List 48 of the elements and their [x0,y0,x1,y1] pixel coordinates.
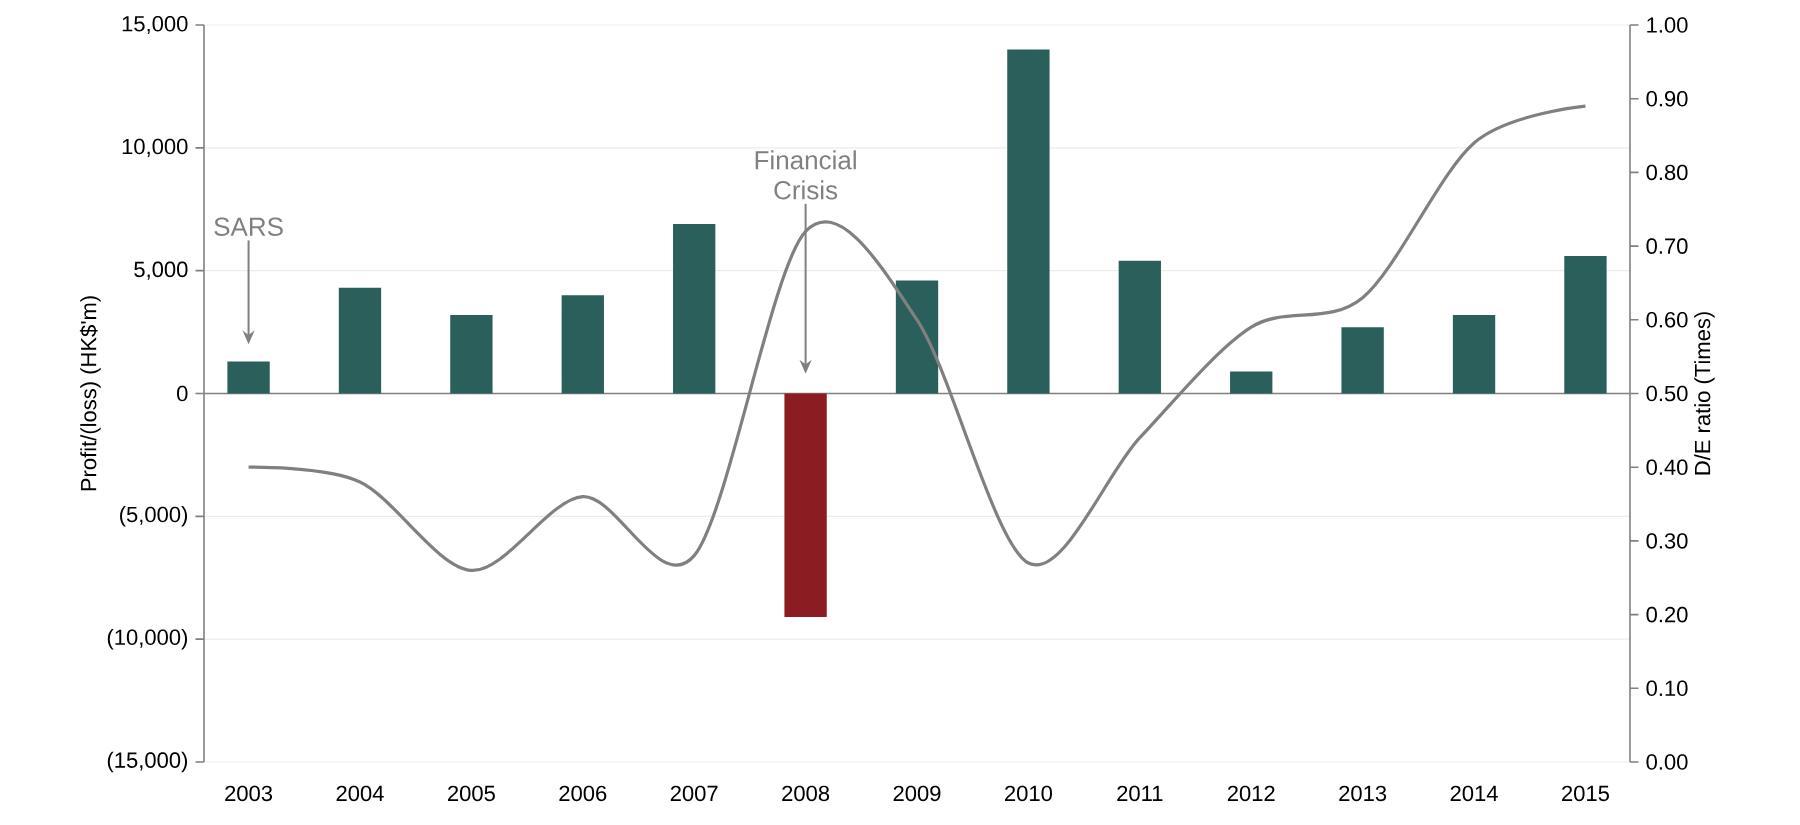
y-tick-label: 5,000 [134,261,188,280]
x-tick-label: 2003 [225,785,273,802]
x-tick-label: 2004 [336,785,384,802]
y-tick-label: 0 [177,385,188,402]
y-tick-label: (5,000) [120,506,188,527]
y2-tick-label: 0.50 [1646,385,1688,402]
x-tick-label: 2015 [1562,785,1609,802]
bar [227,361,270,394]
x-tick-label: 2005 [448,785,495,802]
bar [1230,371,1273,394]
y2-tick-label: 0.30 [1646,533,1688,549]
x-tick-label: 2011 [1117,785,1163,802]
x-tick-label: 2013 [1339,785,1387,802]
y-tick-label: (10,000) [107,628,188,650]
x-tick-label: 2014 [1450,785,1498,802]
bar [784,393,827,618]
y2-axis-title: D/E ratio (Times) [1694,312,1715,475]
bar [338,287,382,394]
y2-tick-label: 0.00 [1646,754,1688,770]
y2-tick-label: 0.10 [1646,680,1688,697]
x-tick-label: 2010 [1005,785,1052,802]
bar [1118,260,1161,394]
y2-tick-label: 0.20 [1646,606,1688,623]
y-tick-label: (15,000) [107,751,188,773]
bar [673,223,716,394]
bar [1007,49,1050,394]
y2-tick-label: 0.40 [1646,459,1688,475]
x-tick-label: 2008 [782,785,830,802]
x-tick-label: 2006 [559,785,607,802]
x-tick-label: 2007 [670,785,718,802]
bar [895,280,939,394]
annotation: Financial Crisis [755,150,856,200]
y2-tick-label: 0.90 [1646,90,1688,107]
x-tick-label: 2009 [893,785,941,802]
annotation: SARS [214,217,283,236]
bar [1452,314,1496,394]
x-tick-label: 2012 [1227,785,1275,802]
bar [561,295,604,394]
y2-tick-label: 0.60 [1646,312,1688,328]
y-axis-title: Profit/(loss) (HK$'m) [79,296,101,491]
bar [1564,255,1607,394]
bar [450,314,493,394]
y2-tick-label: 1.00 [1647,17,1688,33]
y2-tick-label: 0.70 [1646,238,1688,254]
y2-tick-label: 0.80 [1646,164,1688,181]
y-tick-label: 10,000 [122,138,188,157]
bar [1341,327,1384,394]
y-tick-label: 15,000 [122,15,188,35]
